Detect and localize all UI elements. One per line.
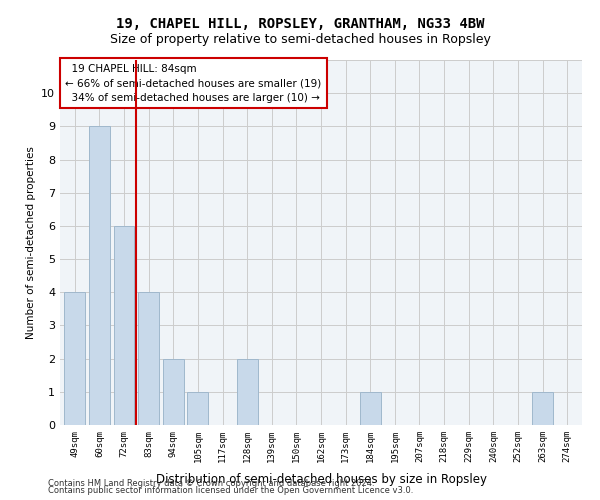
Text: 19 CHAPEL HILL: 84sqm
← 66% of semi-detached houses are smaller (19)
  34% of se: 19 CHAPEL HILL: 84sqm ← 66% of semi-deta… <box>65 64 322 104</box>
Bar <box>64 292 85 425</box>
Bar <box>360 392 381 425</box>
Text: Contains public sector information licensed under the Open Government Licence v3: Contains public sector information licen… <box>48 486 413 495</box>
Text: 19, CHAPEL HILL, ROPSLEY, GRANTHAM, NG33 4BW: 19, CHAPEL HILL, ROPSLEY, GRANTHAM, NG33… <box>116 18 484 32</box>
Bar <box>187 392 208 425</box>
Text: Size of property relative to semi-detached houses in Ropsley: Size of property relative to semi-detach… <box>110 32 490 46</box>
Bar <box>89 126 110 425</box>
Bar <box>532 392 553 425</box>
X-axis label: Distribution of semi-detached houses by size in Ropsley: Distribution of semi-detached houses by … <box>155 473 487 486</box>
Bar <box>236 358 257 425</box>
Bar <box>113 226 134 425</box>
Y-axis label: Number of semi-detached properties: Number of semi-detached properties <box>26 146 35 339</box>
Bar <box>138 292 159 425</box>
Bar <box>163 358 184 425</box>
Text: Contains HM Land Registry data © Crown copyright and database right 2024.: Contains HM Land Registry data © Crown c… <box>48 478 374 488</box>
